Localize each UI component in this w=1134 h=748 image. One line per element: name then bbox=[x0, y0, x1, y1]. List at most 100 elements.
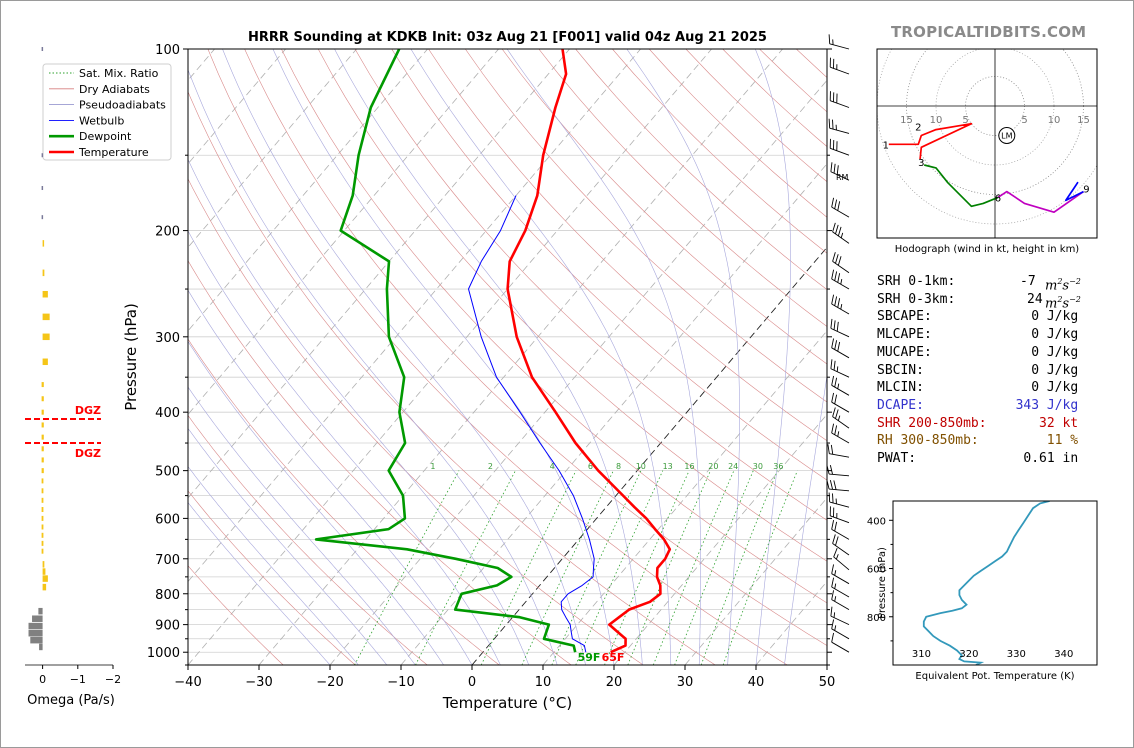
surface-dewpoint-label: 59F bbox=[578, 651, 601, 664]
barb-full bbox=[834, 425, 838, 435]
barb-full bbox=[829, 57, 831, 68]
mixing-ratio-label: 30 bbox=[753, 462, 763, 471]
stat-label: MUCAPE: bbox=[877, 344, 932, 360]
y-tick-label: 1000 bbox=[147, 646, 180, 661]
dry-adiabat bbox=[244, 49, 827, 646]
theta-e-x-tick-label: 310 bbox=[912, 649, 931, 660]
storm-motion-circle bbox=[998, 127, 1016, 144]
dry-adiabat bbox=[501, 49, 827, 365]
omega-bar-small bbox=[41, 186, 44, 191]
theta-e-y-label: Pressure (hPa) bbox=[877, 547, 888, 619]
barb-full bbox=[831, 590, 835, 600]
barb-shaft bbox=[829, 501, 850, 508]
omega-bar-small bbox=[41, 488, 44, 494]
wind-barb bbox=[830, 318, 850, 338]
barb-full bbox=[836, 165, 839, 175]
barb-full bbox=[829, 480, 834, 490]
wind-barb bbox=[830, 606, 850, 626]
barb-half bbox=[833, 612, 836, 618]
barb-shaft bbox=[830, 327, 850, 338]
pseudoadiabat bbox=[188, 230, 501, 665]
stat-label: SRH 0-1km: bbox=[877, 274, 956, 289]
wind-barb bbox=[832, 407, 850, 429]
wind-barb bbox=[832, 534, 850, 556]
x-tick-label: 30 bbox=[677, 675, 694, 690]
omega-bar-small bbox=[41, 422, 44, 428]
pseudoadiabat bbox=[626, 49, 740, 665]
mixing-ratio-label: 20 bbox=[708, 462, 718, 471]
barb-shaft bbox=[831, 628, 850, 640]
mixing-ratio-line bbox=[575, 470, 664, 665]
barb-full bbox=[826, 479, 830, 490]
dewpoint-trace bbox=[314, 49, 577, 653]
barb-shaft bbox=[831, 573, 850, 585]
barb-half bbox=[836, 64, 838, 70]
y-tick-label: 200 bbox=[155, 225, 180, 240]
barb-full bbox=[826, 464, 830, 475]
pseudoadiabat bbox=[188, 466, 359, 665]
dgz-top-label: DGZ bbox=[75, 404, 101, 417]
isotherm bbox=[188, 49, 570, 499]
omega-bar bbox=[38, 607, 43, 615]
dry-adiabat bbox=[188, 90, 716, 665]
barb-full bbox=[836, 93, 838, 104]
wind-barb bbox=[831, 632, 850, 653]
barb-half bbox=[832, 39, 834, 45]
barb-full bbox=[829, 506, 831, 516]
wind-barb bbox=[831, 269, 850, 290]
barb-full bbox=[829, 138, 831, 149]
barb-full bbox=[829, 465, 834, 475]
x-tick-label: −30 bbox=[245, 675, 272, 690]
stat-unit: m2s−2 bbox=[1045, 294, 1081, 312]
hodograph: 15 10 5 5 10 15 1 2 3 6 9 LM Hodograph (wind in kt, … bbox=[876, 48, 1098, 255]
stat-label: DCAPE: bbox=[877, 397, 924, 413]
mixing-ratio-line bbox=[700, 470, 778, 665]
legend-label: Temperature bbox=[78, 146, 149, 159]
barb-half bbox=[836, 512, 838, 519]
mixing-ratio-line bbox=[652, 470, 735, 665]
omega-x-label: Omega (Pa/s) bbox=[27, 693, 115, 708]
barb-full bbox=[831, 375, 835, 386]
theta-e-x-tick-label: 330 bbox=[1007, 649, 1026, 660]
pseudoadiabat bbox=[188, 289, 473, 665]
theta-e-frame bbox=[892, 500, 1098, 666]
isotherm bbox=[542, 330, 827, 665]
barb-shaft bbox=[831, 641, 850, 653]
barb-full bbox=[834, 394, 838, 405]
legend-label: Dry Adiabats bbox=[79, 83, 150, 96]
dry-adiabat bbox=[188, 565, 284, 665]
legend-box bbox=[42, 63, 172, 161]
omega-bar bbox=[42, 358, 48, 366]
barb-full bbox=[830, 606, 833, 617]
stat-value: 11 % bbox=[1046, 433, 1079, 449]
barb-shaft bbox=[832, 231, 850, 244]
barb-half bbox=[835, 124, 837, 131]
wind-barb bbox=[833, 547, 850, 571]
surface-temperature-label: 65F bbox=[602, 651, 625, 664]
y-tick-label: 700 bbox=[155, 553, 180, 568]
mixing-ratio-label: 36 bbox=[773, 462, 783, 471]
omega-x-tick-label: −1 bbox=[70, 673, 86, 686]
wind-barb bbox=[830, 162, 850, 181]
barb-full bbox=[837, 341, 841, 352]
wind-barb bbox=[829, 91, 850, 108]
x-tick-label: 10 bbox=[535, 675, 552, 690]
theta-e-panel: 400 600 800 310 320 330 340 Equivalent Pot. Tem… bbox=[867, 500, 1098, 682]
isotherm bbox=[613, 413, 827, 665]
x-tick-label: 40 bbox=[748, 675, 765, 690]
barb-full bbox=[837, 226, 842, 237]
barb-full bbox=[835, 224, 839, 235]
wind-barb bbox=[831, 577, 850, 598]
pseudoadiabat bbox=[188, 158, 530, 665]
barb-full bbox=[828, 118, 831, 129]
dry-adiabat bbox=[188, 490, 356, 665]
barb-full bbox=[834, 521, 838, 532]
omega-bar-small bbox=[41, 532, 44, 538]
hodograph-height-label: 6 bbox=[995, 193, 1001, 204]
barb-full bbox=[834, 340, 838, 350]
barb-full bbox=[831, 632, 835, 643]
wind-barb bbox=[828, 118, 850, 134]
omega-bar-small bbox=[41, 409, 44, 415]
barb-full bbox=[833, 58, 835, 69]
isotherm bbox=[329, 79, 827, 665]
